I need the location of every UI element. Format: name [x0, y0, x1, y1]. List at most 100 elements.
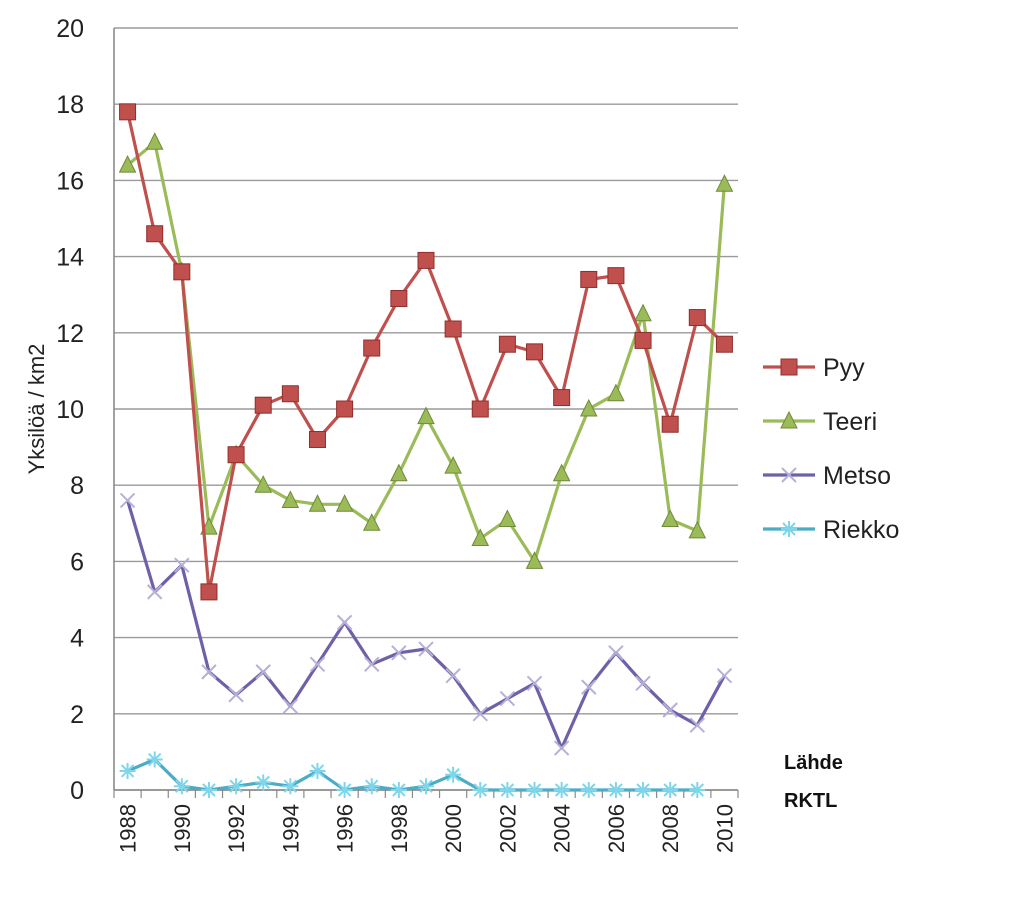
- data-point-metso: [364, 656, 380, 672]
- legend-marker-metso: [781, 467, 797, 483]
- data-point-pyy: [336, 400, 354, 418]
- data-point-teeri: [634, 303, 652, 322]
- legend-label-teeri: Teeri: [823, 408, 877, 436]
- data-point-riekko: [200, 782, 217, 798]
- data-point-teeri: [254, 475, 273, 493]
- legend-item-metso: Metso: [763, 462, 891, 490]
- data-point-pyy: [146, 225, 164, 243]
- series-line-teeri: [126, 140, 726, 563]
- data-point-riekko: [390, 782, 407, 798]
- legend-marker-riekko: [781, 521, 797, 537]
- y-tick-label: 20: [56, 15, 84, 43]
- y-tick-label: 14: [56, 244, 84, 272]
- x-tick-label: 1994: [278, 804, 303, 853]
- data-point-metso: [336, 614, 353, 631]
- x-tick-label: 2008: [658, 804, 683, 853]
- y-tick-label: 12: [56, 320, 84, 348]
- series-riekko: [119, 751, 706, 798]
- data-point-riekko: [228, 778, 245, 795]
- data-point-metso: [146, 584, 163, 600]
- data-point-pyy: [254, 396, 272, 414]
- data-point-pyy: [227, 446, 245, 464]
- x-tick-label: 1998: [387, 804, 412, 853]
- data-point-teeri: [525, 551, 544, 569]
- data-point-teeri: [362, 513, 381, 531]
- data-point-pyy: [390, 290, 408, 308]
- series-line-metso: [126, 499, 726, 750]
- x-tick-label: 1992: [224, 804, 249, 853]
- data-point-teeri: [145, 132, 164, 150]
- data-point-metso: [635, 675, 651, 692]
- legend-item-teeri: Teeri: [763, 408, 877, 436]
- x-tick-label: 2000: [441, 804, 466, 853]
- y-tick-label: 6: [70, 548, 84, 576]
- y-tick-label: 10: [56, 396, 84, 424]
- legend-label-riekko: Riekko: [823, 516, 899, 544]
- data-point-teeri: [607, 383, 625, 402]
- data-point-teeri: [444, 456, 462, 474]
- data-point-pyy: [200, 583, 218, 601]
- series-pyy: [119, 103, 733, 601]
- y-tick-label: 0: [70, 777, 84, 805]
- data-point-pyy: [417, 251, 435, 269]
- data-point-metso: [418, 641, 434, 657]
- data-point-metso: [581, 679, 597, 695]
- data-point-metso: [553, 740, 570, 756]
- data-point-teeri: [688, 520, 707, 539]
- y-tick-label: 16: [56, 167, 84, 195]
- data-point-riekko: [146, 751, 163, 768]
- data-point-pyy: [498, 335, 516, 353]
- x-tick-label: 1988: [116, 804, 141, 853]
- data-point-riekko: [173, 778, 190, 795]
- data-point-riekko: [499, 782, 516, 798]
- data-point-teeri: [390, 463, 408, 482]
- data-point-metso: [608, 645, 624, 661]
- data-point-metso: [174, 557, 190, 573]
- data-point-riekko: [255, 774, 272, 791]
- legend-marker-pyy: [780, 358, 798, 376]
- legend-item-riekko: Riekko: [763, 516, 899, 544]
- data-point-pyy: [173, 263, 191, 281]
- data-point-pyy: [634, 331, 652, 349]
- x-tick-label: 1990: [170, 804, 195, 853]
- series-metso: [119, 492, 733, 756]
- data-point-metso: [119, 492, 136, 509]
- x-tick-label: 1996: [333, 804, 358, 853]
- data-point-metso: [689, 717, 706, 733]
- data-point-pyy: [526, 343, 544, 361]
- data-point-teeri: [661, 509, 679, 527]
- data-point-pyy: [444, 320, 462, 338]
- x-tick-label: 2004: [550, 804, 575, 853]
- data-point-metso: [499, 690, 516, 707]
- series-line-riekko: [126, 757, 698, 792]
- source-label-line2: RKTL: [784, 790, 838, 812]
- y-axis-title: Yksilöä / km2: [24, 344, 49, 475]
- data-point-pyy: [308, 430, 326, 448]
- data-point-metso: [255, 664, 271, 680]
- data-point-riekko: [445, 766, 462, 783]
- data-point-metso: [391, 645, 407, 661]
- data-point-metso: [472, 706, 488, 722]
- data-point-teeri: [417, 406, 435, 425]
- source-label-line1: Lähde: [784, 752, 843, 774]
- data-point-teeri: [118, 155, 137, 173]
- data-point-metso: [445, 667, 461, 684]
- legend-marker-teeri: [780, 410, 798, 429]
- data-point-pyy: [580, 270, 598, 288]
- data-point-riekko: [309, 762, 326, 779]
- data-point-pyy: [119, 103, 137, 121]
- y-tick-label: 18: [56, 91, 84, 119]
- x-tick-label: 2002: [495, 804, 520, 853]
- data-point-pyy: [661, 415, 679, 433]
- data-point-riekko: [363, 778, 380, 795]
- data-point-riekko: [472, 782, 489, 798]
- legend-label-metso: Metso: [823, 462, 891, 490]
- data-point-riekko: [282, 778, 299, 795]
- data-point-riekko: [689, 782, 706, 798]
- legend-item-pyy: Pyy: [763, 354, 865, 382]
- data-point-teeri: [308, 494, 327, 512]
- data-point-pyy: [715, 335, 733, 353]
- data-point-metso: [716, 667, 733, 684]
- y-tick-label: 4: [70, 625, 84, 653]
